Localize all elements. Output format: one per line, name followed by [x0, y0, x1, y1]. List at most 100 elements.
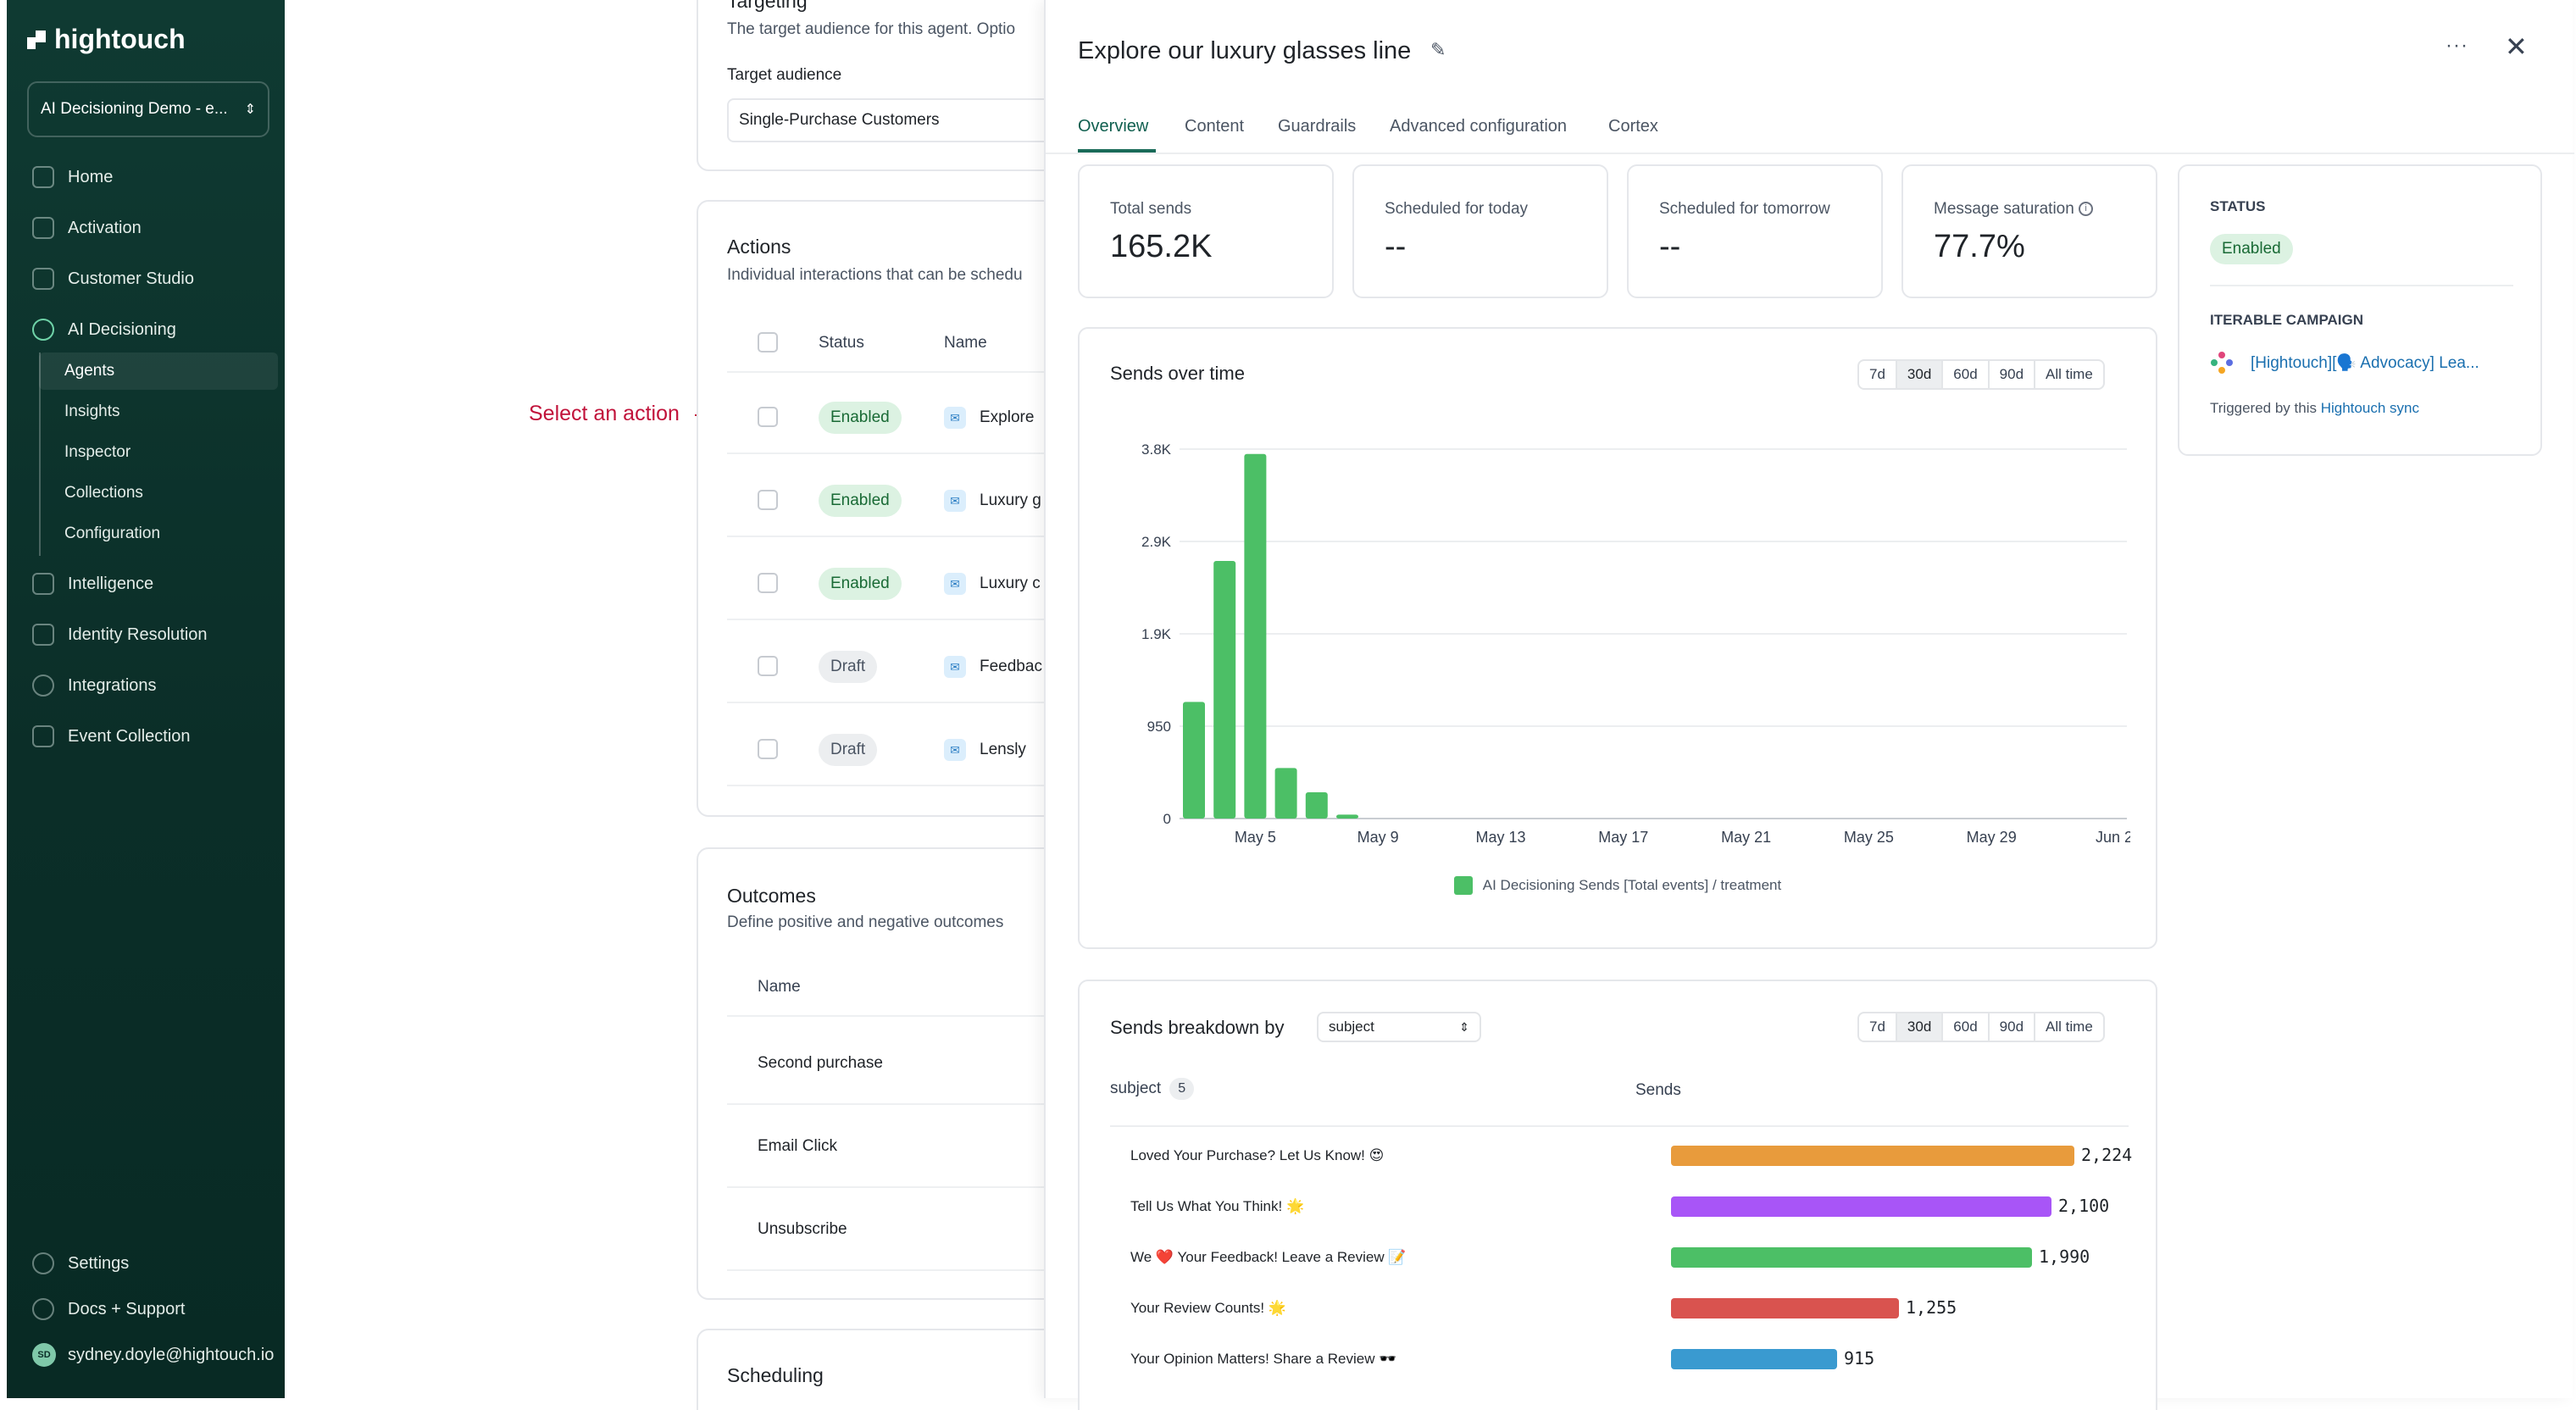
iterable-logo-icon — [2210, 351, 2234, 375]
breakdown-dimension-select[interactable]: subject ⇕ — [1317, 1012, 1481, 1042]
more-options-icon[interactable]: ··· — [2446, 34, 2468, 57]
row-checkbox[interactable] — [758, 407, 778, 427]
tab-advanced-configuration[interactable]: Advanced configuration — [1390, 117, 1568, 136]
divider — [727, 371, 1100, 373]
chart-bar[interactable] — [1244, 453, 1267, 819]
tab-cortex[interactable]: Cortex — [1608, 117, 1658, 136]
stat-label: Scheduled for today — [1385, 200, 1529, 218]
tab-overview[interactable]: Overview — [1078, 117, 1149, 136]
scheduling-card: Scheduling — [697, 1329, 1086, 1410]
stat-message-saturation: Message saturation i 77.7% — [1901, 164, 2157, 298]
chart-bar[interactable] — [1336, 814, 1358, 819]
time-range-selector[interactable]: 7d 30d 60d 90d All time — [1857, 1012, 2105, 1042]
range-90d[interactable]: 90d — [1990, 361, 2036, 388]
outcomes-subtitle: Define positive and negative outcomes — [727, 913, 1004, 931]
row-checkbox[interactable] — [758, 573, 778, 593]
sidebar-item-event-collection[interactable]: Event Collection — [20, 717, 280, 756]
email-icon: ✉ — [944, 656, 966, 678]
divider — [727, 1103, 1100, 1105]
subnav-collections[interactable]: Collections — [64, 484, 143, 502]
chart-bar[interactable] — [1305, 792, 1328, 819]
sends-over-time-panel: Sends over time 7d 30d 60d 90d All time … — [1078, 327, 2157, 949]
chart-bar[interactable] — [1183, 702, 1205, 819]
sidebar-item-intelligence[interactable]: Intelligence — [20, 564, 280, 603]
breakdown-bar[interactable] — [1671, 1349, 1837, 1369]
sidebar-item-docs[interactable]: Docs + Support — [20, 1290, 280, 1329]
sidebar-item-label: Activation — [68, 218, 142, 237]
sidebar-item-home[interactable]: Home — [20, 158, 280, 197]
campaign-link[interactable]: [Hightouch][🗣️ Advocacy] Lea... — [2251, 354, 2479, 372]
range-90d[interactable]: 90d — [1990, 1013, 2036, 1041]
tab-guardrails[interactable]: Guardrails — [1278, 117, 1357, 136]
outcome-row[interactable]: Unsubscribe — [758, 1220, 847, 1238]
x-tick-label: May 5 — [1235, 829, 1276, 846]
subnav-insights[interactable]: Insights — [64, 402, 120, 420]
divider — [727, 1269, 1100, 1271]
x-tick-label: May 29 — [1967, 829, 2017, 846]
range-30d[interactable]: 30d — [1896, 1013, 1944, 1041]
status-badge: Enabled — [819, 402, 902, 434]
time-range-selector[interactable]: 7d 30d 60d 90d All time — [1857, 359, 2105, 390]
range-7d[interactable]: 7d — [1859, 1013, 1897, 1041]
email-icon: ✉ — [944, 407, 966, 429]
sidebar-item-activation[interactable]: Activation — [20, 208, 280, 247]
subnav-inspector[interactable]: Inspector — [64, 443, 131, 461]
chart-bar[interactable] — [1213, 560, 1236, 819]
breakdown-bar[interactable] — [1671, 1146, 2074, 1166]
divider — [727, 702, 1100, 703]
sidebar-item-customer-studio[interactable]: Customer Studio — [20, 259, 280, 298]
range-60d[interactable]: 60d — [1943, 361, 1990, 388]
range-all-time[interactable]: All time — [2046, 1019, 2093, 1035]
sidebar-item-ai-decisioning[interactable]: AI Decisioning — [20, 310, 280, 349]
x-tick-label: May 21 — [1721, 829, 1771, 846]
column-name: Name — [758, 978, 801, 996]
x-tick-label: Jun 2 — [2096, 829, 2130, 846]
action-name: Luxury g — [980, 491, 1041, 509]
user-menu[interactable]: SD sydney.doyle@hightouch.io — [20, 1335, 280, 1374]
breakdown-bar[interactable] — [1671, 1247, 2032, 1268]
range-60d[interactable]: 60d — [1943, 1013, 1990, 1041]
targeting-title: Targeting — [727, 0, 808, 12]
range-7d[interactable]: 7d — [1859, 361, 1897, 388]
subnav-configuration[interactable]: Configuration — [64, 525, 161, 542]
subnav-agents[interactable]: Agents — [39, 352, 278, 390]
chart-legend: AI Decisioning Sends [Total events] / tr… — [1080, 876, 2156, 895]
breakdown-bar[interactable] — [1671, 1196, 2051, 1217]
close-icon[interactable]: ✕ — [2505, 31, 2528, 62]
user-email: sydney.doyle@hightouch.io — [68, 1345, 275, 1364]
tabs-divider — [1046, 153, 2574, 154]
brand-logo[interactable]: hightouch — [27, 24, 186, 55]
breakdown-bar[interactable] — [1671, 1298, 1899, 1318]
select-all-checkbox[interactable] — [758, 332, 778, 352]
ai-decisioning-icon — [32, 319, 54, 341]
outcome-row[interactable]: Email Click — [758, 1137, 837, 1155]
hightouch-sync-link[interactable]: Hightouch sync — [2320, 400, 2419, 416]
sidebar-item-identity-resolution[interactable]: Identity Resolution — [20, 615, 280, 654]
intelligence-icon — [32, 573, 54, 595]
row-checkbox[interactable] — [758, 490, 778, 510]
email-icon: ✉ — [944, 490, 966, 512]
breakdown-row-label: Tell Us What You Think! 🌟 — [1130, 1198, 1305, 1214]
range-30d[interactable]: 30d — [1896, 361, 1944, 388]
action-detail-drawer: Explore our luxury glasses line ✎ ··· ✕ … — [1044, 0, 2574, 1410]
outcome-row[interactable]: Second purchase — [758, 1054, 883, 1072]
customer-studio-icon — [32, 268, 54, 290]
chart-bar[interactable] — [1274, 768, 1297, 819]
row-checkbox[interactable] — [758, 739, 778, 759]
gear-icon — [32, 1252, 54, 1274]
workspace-switcher[interactable]: AI Decisioning Demo - e... ⇕ — [27, 81, 269, 137]
stat-label-text: Message saturation — [1934, 200, 2074, 218]
email-icon: ✉ — [944, 739, 966, 761]
sidebar-item-label: Docs + Support — [68, 1299, 186, 1318]
y-tick-label: 950 — [1147, 719, 1171, 735]
status-badge: Draft — [819, 734, 878, 766]
sidebar-item-label: Integrations — [68, 675, 157, 695]
tab-content[interactable]: Content — [1185, 117, 1245, 136]
info-icon[interactable]: i — [2079, 202, 2094, 217]
range-all-time[interactable]: All time — [2046, 366, 2093, 382]
sidebar-item-settings[interactable]: Settings — [20, 1244, 280, 1283]
edit-pencil-icon[interactable]: ✎ — [1430, 39, 1446, 60]
sidebar-item-integrations[interactable]: Integrations — [20, 666, 280, 705]
row-checkbox[interactable] — [758, 656, 778, 676]
sidebar-item-label: Event Collection — [68, 726, 191, 746]
